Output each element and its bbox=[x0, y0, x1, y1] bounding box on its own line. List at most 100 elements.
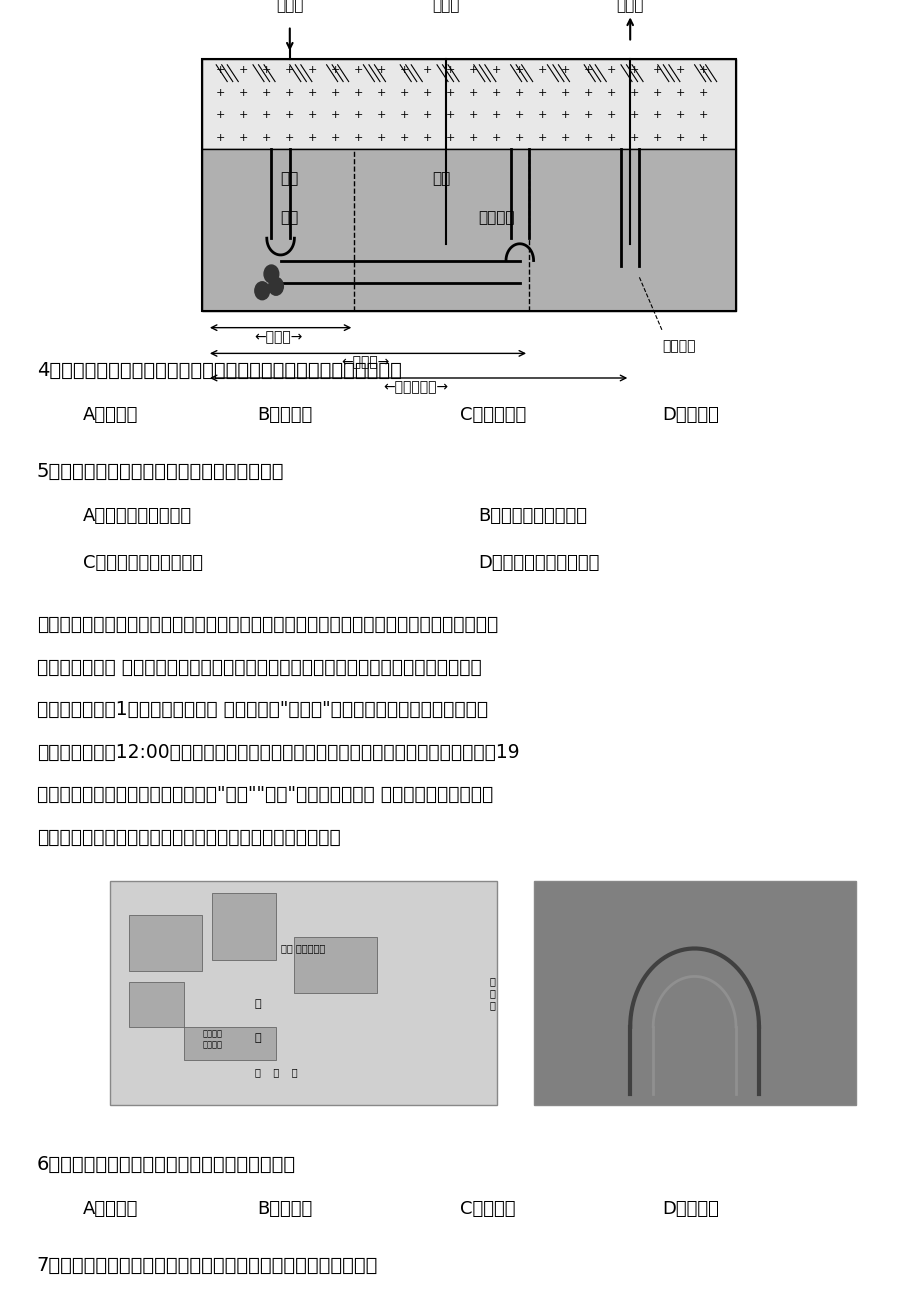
Text: +: + bbox=[377, 87, 386, 98]
Bar bbox=[110, 881, 496, 1105]
Bar bbox=[202, 148, 735, 311]
Text: +: + bbox=[584, 133, 593, 142]
Text: +: + bbox=[698, 87, 708, 98]
Text: +: + bbox=[400, 111, 409, 120]
Text: +: + bbox=[538, 65, 547, 76]
Text: +: + bbox=[515, 111, 524, 120]
Text: +: + bbox=[492, 87, 501, 98]
Circle shape bbox=[268, 277, 283, 296]
Text: C．不受地质条件的影响: C．不受地质条件的影响 bbox=[83, 553, 202, 572]
Text: +: + bbox=[262, 87, 271, 98]
Text: +: + bbox=[630, 65, 639, 76]
Text: +: + bbox=[216, 111, 225, 120]
Text: +: + bbox=[698, 65, 708, 76]
Text: +: + bbox=[285, 87, 294, 98]
Text: 主    街    道: 主 街 道 bbox=[255, 1068, 297, 1077]
Circle shape bbox=[264, 266, 278, 283]
Text: 煤层: 煤层 bbox=[432, 171, 450, 186]
Circle shape bbox=[255, 281, 269, 299]
Bar bbox=[533, 881, 855, 1105]
Text: +: + bbox=[515, 133, 524, 142]
Text: +: + bbox=[607, 65, 616, 76]
Text: 气化通道: 气化通道 bbox=[478, 210, 515, 225]
Text: +: + bbox=[308, 65, 317, 76]
Text: +: + bbox=[515, 65, 524, 76]
Text: +: + bbox=[561, 65, 570, 76]
Text: 随着我国经济快速发展，城市空间和土地资源已逐步饱和。严格控制城市建设用地规模，: 随着我国经济快速发展，城市空间和土地资源已逐步饱和。严格控制城市建设用地规模， bbox=[37, 615, 497, 634]
Text: 气化: 气化 bbox=[280, 171, 299, 186]
Text: +: + bbox=[607, 87, 616, 98]
Text: +: + bbox=[354, 133, 363, 142]
Text: A．上海市: A．上海市 bbox=[83, 406, 138, 424]
Text: +: + bbox=[400, 65, 409, 76]
Text: A．北京市: A．北京市 bbox=[83, 1200, 138, 1219]
Text: +: + bbox=[446, 111, 455, 120]
Text: +: + bbox=[469, 87, 478, 98]
Text: +: + bbox=[584, 87, 593, 98]
Text: +: + bbox=[446, 65, 455, 76]
Text: +: + bbox=[584, 65, 593, 76]
Text: +: + bbox=[285, 111, 294, 120]
Text: +: + bbox=[469, 133, 478, 142]
Text: +: + bbox=[538, 87, 547, 98]
Text: +: + bbox=[216, 133, 225, 142]
Text: +: + bbox=[446, 87, 455, 98]
Text: B．地表土壤污染加剧: B．地表土壤污染加剧 bbox=[478, 506, 586, 525]
Text: +: + bbox=[538, 133, 547, 142]
Text: +: + bbox=[607, 133, 616, 142]
Text: +: + bbox=[698, 111, 708, 120]
Text: +: + bbox=[561, 87, 570, 98]
Text: +: + bbox=[354, 65, 363, 76]
Text: 辅助孔: 辅助孔 bbox=[432, 0, 460, 13]
Text: 主: 主 bbox=[254, 1000, 261, 1009]
Text: +: + bbox=[262, 65, 271, 76]
Text: ←还原区→: ←还原区→ bbox=[341, 355, 390, 370]
Text: +: + bbox=[630, 87, 639, 98]
Text: ←干馏干燥区→: ←干馏干燥区→ bbox=[383, 380, 448, 395]
Bar bbox=[184, 1027, 276, 1060]
Text: +: + bbox=[423, 111, 432, 120]
Text: +: + bbox=[354, 87, 363, 98]
Text: D．上海市: D．上海市 bbox=[662, 1200, 719, 1219]
Text: +: + bbox=[400, 133, 409, 142]
Text: +: + bbox=[630, 111, 639, 120]
Text: +: + bbox=[400, 87, 409, 98]
Text: +: + bbox=[239, 87, 248, 98]
Text: +: + bbox=[492, 133, 501, 142]
Text: +: + bbox=[469, 111, 478, 120]
Text: +: + bbox=[285, 133, 294, 142]
Bar bbox=[129, 982, 184, 1027]
Text: +: + bbox=[561, 133, 570, 142]
Text: +: + bbox=[675, 65, 685, 76]
Text: +: + bbox=[584, 111, 593, 120]
Text: +: + bbox=[377, 133, 386, 142]
Text: +: + bbox=[630, 133, 639, 142]
Text: +: + bbox=[446, 133, 455, 142]
Bar bbox=[294, 937, 377, 993]
Text: +: + bbox=[652, 65, 662, 76]
Text: +: + bbox=[331, 87, 340, 98]
Text: +: + bbox=[538, 111, 547, 120]
Text: +: + bbox=[308, 133, 317, 142]
Text: 4．下列我国城市中，最适合建设大型煤炭地下气化工程的是（　　）: 4．下列我国城市中，最适合建设大型煤炭地下气化工程的是（ ） bbox=[37, 361, 402, 380]
Text: B．大庆市: B．大庆市 bbox=[257, 406, 312, 424]
Text: +: + bbox=[239, 65, 248, 76]
Text: +: + bbox=[262, 133, 271, 142]
Text: +: + bbox=[561, 111, 570, 120]
Text: +: + bbox=[262, 111, 271, 120]
Text: +: + bbox=[652, 111, 662, 120]
Text: +: + bbox=[308, 111, 317, 120]
Text: +: + bbox=[652, 87, 662, 98]
Text: 世纪末租界内常见的民居建筑，又称"里弄""弄堂"，建筑特色中西 合壁，主建筑多采用欧: 世纪末租界内常见的民居建筑，又称"里弄""弄堂"，建筑特色中西 合壁，主建筑多采… bbox=[37, 785, 493, 805]
Text: +: + bbox=[492, 65, 501, 76]
Text: D．济南市: D．济南市 bbox=[662, 406, 719, 424]
Text: C．广州市: C．广州市 bbox=[460, 1200, 515, 1219]
Text: ←氧化区→: ←氧化区→ bbox=[254, 329, 302, 344]
Text: +: + bbox=[675, 87, 685, 98]
Text: 7．依据图中保留建筑的布局，判断图中步行街的走向为（　　）: 7．依据图中保留建筑的布局，判断图中步行街的走向为（ ） bbox=[37, 1256, 378, 1275]
Text: +: + bbox=[331, 111, 340, 120]
Text: +: + bbox=[354, 111, 363, 120]
Text: +: + bbox=[331, 65, 340, 76]
Text: +: + bbox=[423, 133, 432, 142]
Text: +: + bbox=[239, 111, 248, 120]
